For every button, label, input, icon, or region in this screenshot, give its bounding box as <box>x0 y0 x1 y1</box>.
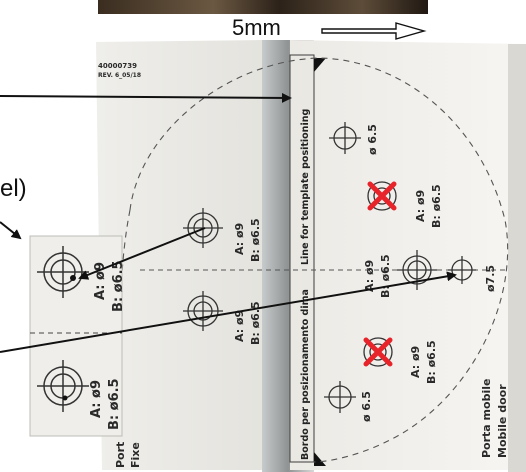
red-cross-upper <box>367 181 397 211</box>
arrow-to-inset <box>0 221 22 240</box>
arrow-to-center-hole <box>0 271 457 353</box>
fixed-door-sheet <box>96 40 262 470</box>
mobile-door-sheet <box>290 40 522 470</box>
line-label-it: Bordo per posizionamento dima <box>300 289 311 460</box>
hole-bottom <box>324 381 356 413</box>
hole-center-double <box>397 250 437 290</box>
inset-top-b: B: ø6.5 <box>111 260 126 312</box>
inset-bottom-b: B: ø6.5 <box>107 378 122 430</box>
hole-upper-crossed <box>367 181 397 211</box>
line-label-en: Line for template positioning <box>300 109 311 265</box>
inset-frame <box>29 235 123 437</box>
positioning-line-band <box>289 54 315 463</box>
mobile-label-it: Porta mobile <box>480 379 493 458</box>
hole-lower-b: B: ø6.5 <box>425 340 438 384</box>
hole-center-right <box>448 256 476 284</box>
part-number: 40000739 <box>98 62 137 70</box>
bottom-marker-triangle <box>314 452 326 466</box>
hole-center-b: B: ø6.5 <box>379 254 392 298</box>
red-cross-lower <box>363 337 393 367</box>
hole-left-upper <box>183 208 223 248</box>
shift-label: 5mm <box>232 15 281 40</box>
revision-label: REV. 6_05/18 <box>98 72 141 79</box>
dashed-outline <box>129 57 509 463</box>
top-marker-triangle <box>314 58 326 72</box>
shift-arrow <box>321 22 427 40</box>
hole-lower-a: A: ø9 <box>409 346 422 378</box>
hole-left-upper-b: B: ø6.5 <box>249 218 262 262</box>
hole-left-lower-b: B: ø6.5 <box>249 301 262 345</box>
hole-center-a: A: ø9 <box>363 260 376 292</box>
photo-top-band <box>98 0 428 14</box>
hole-left-upper-a: A: ø9 <box>233 223 246 255</box>
hole-left-lower <box>183 291 223 331</box>
hole-center-phi: ø7.5 <box>484 265 497 292</box>
inset-hole-bottom <box>37 360 89 412</box>
arrow-to-line <box>0 92 292 103</box>
mobile-label-en: Mobile door <box>496 384 509 458</box>
hole-top-phi: ø 6.5 <box>366 124 379 155</box>
fixed-label-en: Fixe <box>129 442 142 468</box>
arrow-to-inset-hole <box>78 227 206 280</box>
hole-upper-a: A: ø9 <box>414 190 427 222</box>
hole-bottom-phi: ø 6.5 <box>360 391 373 422</box>
hole-left-lower-a: A: ø9 <box>233 310 246 342</box>
hole-lower-crossed <box>363 337 393 367</box>
inset-bottom-a: A: ø9 <box>89 380 104 418</box>
fixed-label-it: Port <box>114 442 127 468</box>
hole-upper-b: B: ø6.5 <box>430 184 443 228</box>
caption-fragment: el) <box>0 175 27 202</box>
hole-top <box>329 122 361 154</box>
